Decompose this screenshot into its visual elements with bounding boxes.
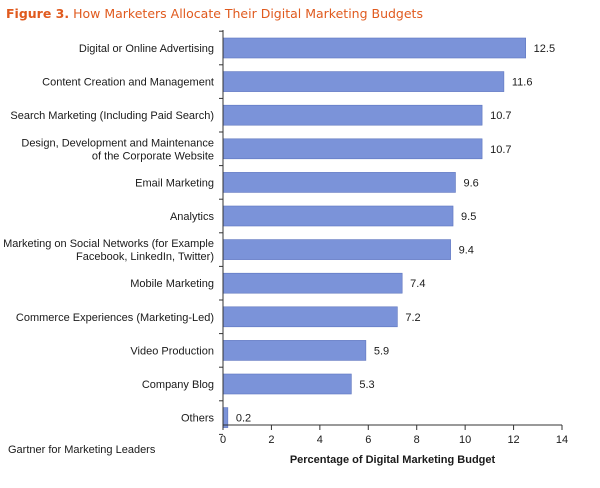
category-label-line: Design, Development and Maintenance (21, 137, 214, 149)
category-label: Mobile Marketing (130, 278, 214, 290)
bar (222, 239, 451, 260)
category-label-line: Others (181, 413, 215, 425)
category-label: Email Marketing (135, 177, 214, 189)
category-label: Digital or Online Advertising (79, 43, 214, 55)
value-label: 9.4 (459, 245, 474, 257)
value-label: 12.5 (534, 43, 555, 55)
category-label-line: of the Corporate Website (92, 150, 214, 162)
value-label: 10.7 (490, 144, 511, 156)
bar (222, 306, 398, 328)
category-label-line: Mobile Marketing (130, 278, 214, 290)
bar (222, 71, 505, 92)
figure-title-text: How Marketers Allocate Their Digital Mar… (73, 6, 423, 21)
x-tick-label: 8 (414, 434, 420, 446)
category-label: Marketing on Social Networks (for Exampl… (3, 238, 214, 263)
value-label: 5.3 (359, 379, 374, 391)
x-tick-label: 14 (556, 434, 568, 446)
category-label: Commerce Experiences (Marketing-Led) (16, 312, 214, 324)
value-labels-layer: 12.5 11.6 10.7 10.7 9.6 9.5 9.4 7.4 7.2 5.9 5.3 0.2 (236, 43, 555, 425)
bar (222, 104, 483, 126)
category-label-line: Analytics (170, 211, 215, 223)
category-labels-layer: Digital or Online Advertising Content Cre… (3, 43, 214, 425)
bar (222, 340, 367, 361)
x-axis: 0 2 4 6 8 10 12 14 (219, 30, 568, 446)
value-label: 7.2 (405, 312, 420, 324)
bar (222, 272, 403, 294)
category-label: Search Marketing (Including Paid Search) (10, 110, 214, 122)
value-label: 7.4 (410, 278, 425, 290)
bar (222, 37, 526, 59)
bar (222, 373, 352, 395)
category-label: Design, Development and Maintenance of th… (21, 137, 214, 162)
x-tick-label: 12 (507, 434, 519, 446)
value-label: 11.6 (512, 77, 533, 89)
category-label: Content Creation and Management (42, 77, 214, 89)
category-label-line: Content Creation and Management (42, 77, 214, 89)
bar (222, 205, 454, 227)
category-label-line: Company Blog (142, 379, 214, 391)
category-label-line: Email Marketing (135, 177, 214, 189)
figure-label: Figure 3. (6, 6, 70, 21)
x-axis-title: Percentage of Digital Marketing Budget (290, 454, 496, 466)
category-label: Analytics (170, 211, 215, 223)
category-label-line: Facebook, LinkedIn, Twitter) (76, 251, 214, 263)
category-label: Company Blog (142, 379, 214, 391)
category-label-line: Commerce Experiences (Marketing-Led) (16, 312, 214, 324)
category-label-line: Video Production (130, 345, 214, 357)
category-label: Video Production (130, 345, 214, 357)
category-label-line: Digital or Online Advertising (79, 43, 214, 55)
bar (222, 138, 483, 160)
category-label-line: Marketing on Social Networks (for Exampl… (3, 238, 214, 250)
value-label: 10.7 (490, 110, 511, 122)
bars-layer (222, 37, 526, 428)
x-tick-label: 10 (459, 434, 471, 446)
value-label: 0.2 (236, 413, 251, 425)
figure-title: Figure 3. How Marketers Allocate Their D… (6, 6, 423, 21)
bar (222, 172, 456, 193)
category-label: Others (181, 413, 215, 425)
x-tick-label: 2 (268, 434, 274, 446)
x-tick-label: 4 (317, 434, 323, 446)
x-tick-label: 6 (365, 434, 371, 446)
category-label-line: Search Marketing (Including Paid Search) (10, 110, 214, 122)
x-tick-label: 0 (220, 434, 226, 446)
value-label: 5.9 (374, 345, 389, 357)
value-label: 9.5 (461, 211, 476, 223)
value-label: 9.6 (463, 177, 478, 189)
source-note: Gartner for Marketing Leaders (8, 444, 156, 456)
